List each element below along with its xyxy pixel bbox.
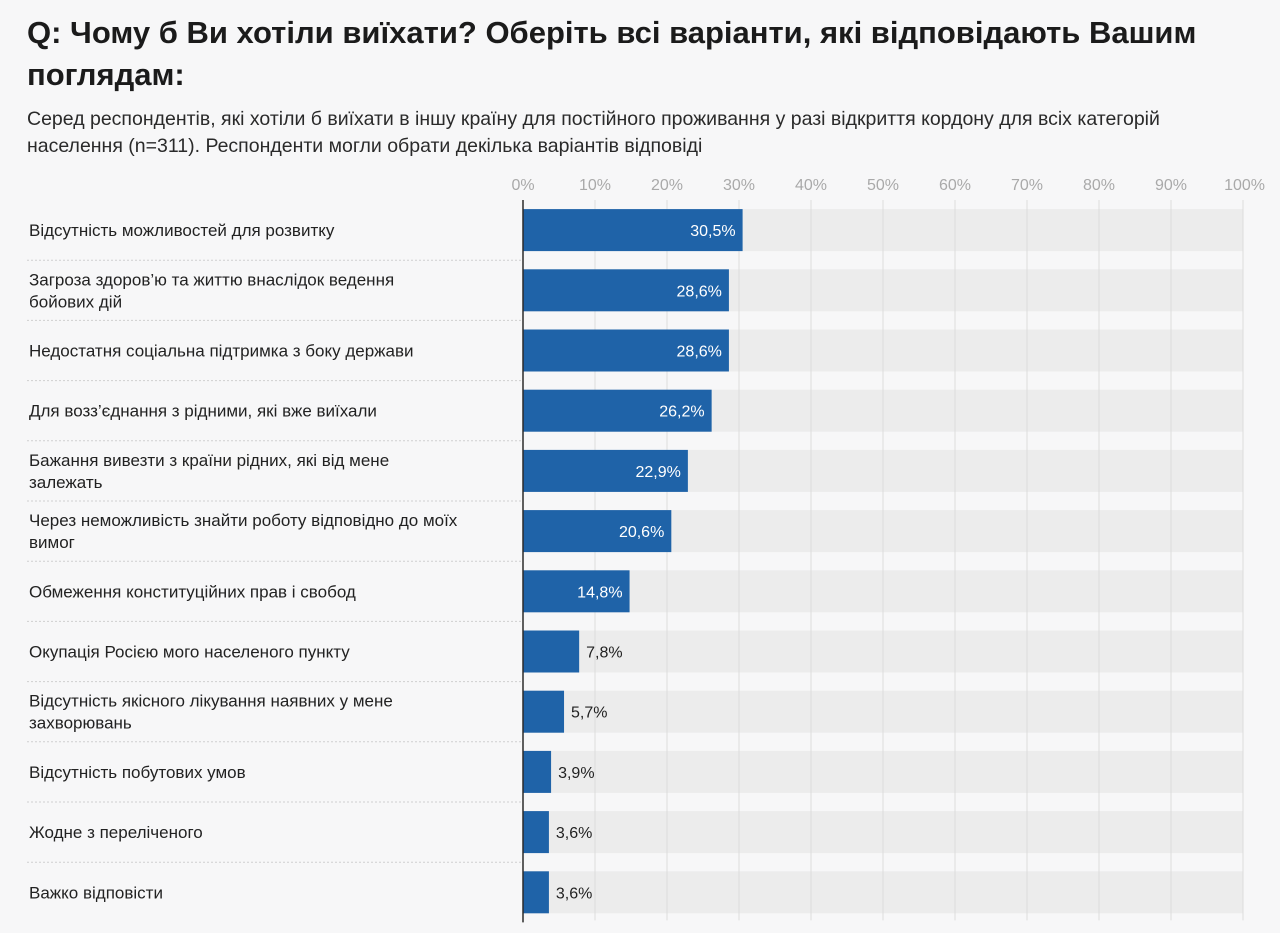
category-label-line: Важко відповісти bbox=[29, 883, 163, 902]
category-label: Обмеження конституційних прав і свобод bbox=[29, 582, 356, 601]
category-label-line: Загроза здоров’ю та життю внаслідок веде… bbox=[29, 270, 394, 289]
data-label: 14,8% bbox=[577, 584, 622, 601]
data-label: 3,6% bbox=[556, 885, 592, 902]
category-label: Бажання вивезти з країни рідних, які від… bbox=[29, 451, 389, 492]
data-label: 28,6% bbox=[677, 283, 722, 300]
bar bbox=[523, 449, 688, 492]
x-tick-label: 0% bbox=[511, 177, 534, 194]
category-label-line: Обмеження конституційних прав і свобод bbox=[29, 582, 356, 601]
category-label: Загроза здоров’ю та життю внаслідок веде… bbox=[29, 270, 394, 311]
data-label: 5,7% bbox=[571, 705, 607, 722]
data-label: 26,2% bbox=[659, 404, 704, 421]
x-tick-label: 60% bbox=[939, 177, 971, 194]
category-label-line: Відсутність можливостей для розвитку bbox=[29, 221, 335, 240]
x-tick-label: 10% bbox=[579, 177, 611, 194]
data-label: 28,6% bbox=[677, 344, 722, 361]
category-label: Для возз’єднання з рідними, які вже виїх… bbox=[29, 402, 377, 421]
data-label: 30,5% bbox=[690, 223, 735, 240]
bar bbox=[523, 570, 630, 613]
bar bbox=[523, 389, 712, 432]
category-label-line: Відсутність якісного лікування наявних у… bbox=[29, 692, 393, 711]
category-label: Відсутність побутових умов bbox=[29, 763, 246, 782]
x-tick-label: 30% bbox=[723, 177, 755, 194]
x-tick-label: 90% bbox=[1155, 177, 1187, 194]
x-tick-label: 70% bbox=[1011, 177, 1043, 194]
category-label-line: Жодне з переліченого bbox=[29, 823, 203, 842]
bar bbox=[523, 269, 729, 312]
category-label-line: Відсутність побутових умов bbox=[29, 763, 246, 782]
bar bbox=[523, 630, 580, 673]
data-label: 3,9% bbox=[558, 765, 594, 782]
data-label: 22,9% bbox=[636, 464, 681, 481]
category-label-line: Бажання вивезти з країни рідних, які від… bbox=[29, 451, 389, 470]
bar bbox=[523, 750, 552, 793]
data-label: 20,6% bbox=[619, 524, 664, 541]
category-label: Через неможливість знайти роботу відпові… bbox=[29, 511, 458, 552]
category-label: Жодне з переліченого bbox=[29, 823, 203, 842]
bar bbox=[523, 811, 549, 854]
bar bbox=[523, 329, 729, 372]
category-label-line: вимог bbox=[29, 533, 75, 552]
bar bbox=[523, 510, 672, 553]
data-label: 7,8% bbox=[586, 645, 622, 662]
data-label: 3,6% bbox=[556, 825, 592, 842]
category-label-line: Недостатня соціальна підтримка з боку де… bbox=[29, 342, 414, 361]
x-tick-label: 50% bbox=[867, 177, 899, 194]
category-label: Відсутність можливостей для розвитку bbox=[29, 221, 335, 240]
x-tick-label: 100% bbox=[1224, 177, 1265, 194]
category-label: Окупація Росією мого населеного пункту bbox=[29, 643, 350, 662]
category-label-line: Окупація Росією мого населеного пункту bbox=[29, 643, 350, 662]
category-label: Важко відповісти bbox=[29, 883, 163, 902]
category-label-line: Для возз’єднання з рідними, які вже виїх… bbox=[29, 402, 377, 421]
category-label-line: Через неможливість знайти роботу відпові… bbox=[29, 511, 458, 530]
chart-title: Q: Чому б Ви хотіли виїхати? Оберіть всі… bbox=[27, 15, 1197, 92]
x-tick-label: 20% bbox=[651, 177, 683, 194]
bar bbox=[523, 209, 743, 252]
bar bbox=[523, 690, 565, 733]
category-label-line: захворювань bbox=[29, 714, 132, 733]
category-label-line: бойових дій bbox=[29, 292, 122, 311]
category-label-line: залежать bbox=[29, 473, 103, 492]
category-label: Недостатня соціальна підтримка з боку де… bbox=[29, 342, 414, 361]
x-tick-label: 80% bbox=[1083, 177, 1115, 194]
x-tick-label: 40% bbox=[795, 177, 827, 194]
chart-subtitle: Серед респондентів, які хотіли б виїхати… bbox=[27, 108, 1160, 157]
bar bbox=[523, 871, 549, 914]
category-label: Відсутність якісного лікування наявних у… bbox=[29, 692, 393, 733]
